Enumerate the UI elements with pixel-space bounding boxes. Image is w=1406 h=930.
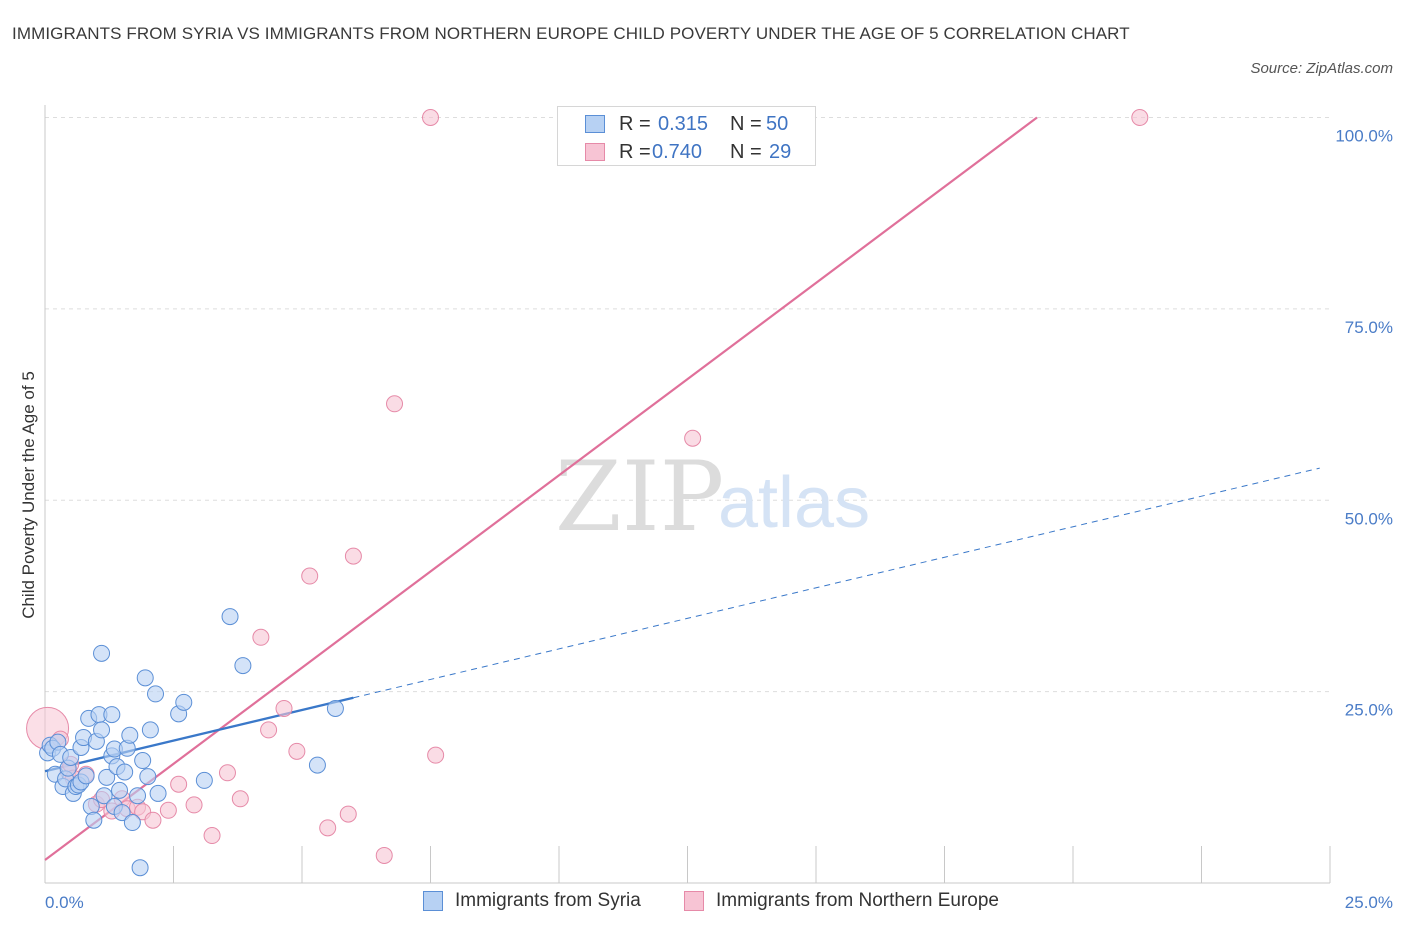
- bottom-legend-label-syria: Immigrants from Syria: [455, 890, 641, 911]
- data-point-syria: [129, 787, 147, 805]
- data-point-northern-europe: [301, 567, 319, 585]
- data-point-syria: [77, 767, 95, 785]
- data-point-syria: [123, 814, 141, 832]
- data-point-syria: [93, 721, 111, 739]
- y-axis-title: Child Poverty Under the Age of 5: [19, 371, 38, 619]
- data-point-syria: [103, 706, 121, 724]
- data-point-northern-europe: [170, 775, 188, 793]
- data-point-northern-europe: [252, 628, 270, 646]
- data-point-syria: [147, 685, 165, 703]
- data-point-syria: [131, 859, 149, 877]
- data-point-northern-europe: [203, 827, 221, 845]
- data-point-northern-europe: [344, 547, 362, 565]
- watermark-atlas: atlas: [718, 463, 870, 543]
- data-point-northern-europe: [288, 742, 306, 760]
- source-label: Source: ZipAtlas.com: [1250, 60, 1393, 77]
- data-point-syria: [141, 721, 159, 739]
- trendline-syria-extension: [353, 467, 1320, 699]
- watermark: ZIP atlas: [555, 441, 870, 553]
- data-point-syria: [308, 756, 326, 774]
- legend-r-value: 0.315: [658, 113, 709, 135]
- data-point-syria: [149, 784, 167, 802]
- chart-title: IMMIGRANTS FROM SYRIA VS IMMIGRANTS FROM…: [12, 24, 1130, 43]
- trendline-syria: [44, 696, 354, 773]
- legend-swatch-syria: [585, 115, 605, 133]
- data-point-northern-europe: [684, 429, 702, 447]
- legend-r-label: R =: [619, 141, 651, 163]
- bottom-legend-swatch-syria: [423, 891, 443, 911]
- series-syria-points: [39, 608, 344, 877]
- data-point-northern-europe: [218, 764, 236, 782]
- legend-n-label: N =: [730, 141, 762, 163]
- data-point-syria: [82, 797, 100, 815]
- bottom-legend-swatch-northern-europe: [684, 891, 704, 911]
- legend-n-value: 29: [769, 141, 792, 163]
- data-point-northern-europe: [159, 801, 177, 819]
- correlation-legend: R = 0.315 N = 50 R = 0.740 N = 29: [557, 106, 816, 166]
- watermark-zip: ZIP: [555, 441, 724, 553]
- trendline-northern-europe: [44, 116, 1038, 861]
- data-point-syria: [121, 726, 139, 744]
- tick-labels: 25.0% 50.0% 75.0% 100.0% 0.0% 25.0%: [45, 127, 1393, 913]
- data-point-northern-europe: [185, 796, 203, 814]
- y-tick-label: 50.0%: [1345, 509, 1393, 528]
- y-tick-label: 100.0%: [1335, 127, 1393, 146]
- data-point-syria: [139, 768, 157, 786]
- gridlines: [45, 117, 1330, 693]
- data-point-northern-europe: [260, 721, 278, 739]
- data-point-northern-europe: [319, 819, 337, 837]
- data-point-northern-europe: [427, 746, 445, 764]
- data-point-syria: [116, 763, 134, 781]
- data-point-syria: [326, 699, 344, 717]
- data-point-syria: [134, 752, 152, 770]
- legend-n-value: 50: [766, 113, 789, 135]
- data-point-syria: [111, 781, 129, 799]
- data-point-northern-europe: [1131, 109, 1149, 126]
- trendlines: [44, 116, 1320, 861]
- legend-r-value: 0.740: [652, 141, 703, 163]
- bottom-legend-label-northern-europe: Immigrants from Northern Europe: [716, 890, 999, 911]
- data-point-northern-europe: [386, 395, 404, 413]
- data-point-syria: [93, 644, 111, 662]
- data-point-syria: [95, 787, 113, 805]
- data-point-northern-europe: [375, 846, 393, 864]
- data-point-northern-europe: [231, 790, 249, 808]
- legend-swatch-northern-europe: [585, 143, 605, 161]
- data-point-northern-europe: [144, 811, 162, 829]
- data-point-syria: [85, 811, 103, 829]
- y-tick-label: 75.0%: [1345, 318, 1393, 337]
- data-point-syria: [221, 608, 239, 626]
- data-point-northern-europe: [422, 109, 439, 126]
- data-point-syria: [98, 768, 116, 786]
- data-point-syria: [62, 748, 80, 766]
- data-point-syria: [113, 804, 131, 822]
- legend-n-label: N =: [730, 113, 762, 135]
- data-point-northern-europe: [339, 805, 357, 823]
- x-tick-label: 0.0%: [45, 893, 84, 912]
- y-tick-label: 25.0%: [1345, 701, 1393, 720]
- data-point-syria: [175, 693, 193, 711]
- data-point-northern-europe: [275, 699, 293, 717]
- x-tick-label: 25.0%: [1345, 893, 1393, 912]
- legend-r-label: R =: [619, 113, 651, 135]
- data-point-syria: [136, 669, 154, 687]
- data-point-syria: [234, 657, 252, 675]
- data-point-syria: [195, 771, 213, 789]
